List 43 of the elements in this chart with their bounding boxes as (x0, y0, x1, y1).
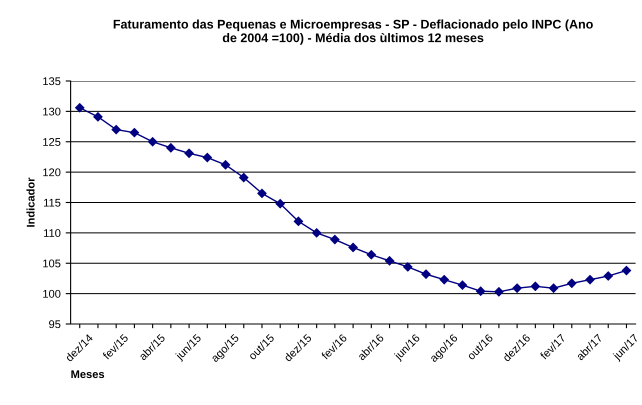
point (112, 124, 121, 134)
point (166, 143, 176, 152)
y-tick-label: 110 (44, 229, 60, 238)
point (220, 160, 230, 170)
point (239, 172, 248, 182)
y-axis-title: Indicador (26, 178, 35, 227)
point (294, 216, 304, 226)
point (512, 284, 522, 293)
point (348, 242, 358, 252)
y-tick-label: 130 (43, 108, 60, 116)
point (276, 199, 285, 208)
point (312, 228, 322, 238)
point (184, 148, 194, 158)
y-tick-label: 125 (43, 138, 60, 146)
point (75, 103, 84, 112)
y-tick-label: 95 (49, 320, 60, 328)
point (494, 287, 504, 296)
x-axis-title: Meses (71, 370, 104, 378)
y-tick-label: 100 (43, 290, 60, 298)
point (366, 250, 376, 260)
point (421, 270, 431, 279)
y-tick-label: 135 (43, 77, 60, 86)
y-tick-label: 120 (43, 168, 60, 176)
point (476, 286, 486, 296)
point (585, 275, 595, 284)
point (440, 275, 449, 284)
point (622, 266, 632, 276)
point (330, 234, 340, 244)
point (567, 278, 576, 288)
point (257, 188, 267, 198)
point (548, 284, 558, 293)
point (604, 271, 613, 281)
point (148, 137, 158, 146)
point (403, 262, 412, 272)
chart-title: Faturamento das Pequenas e Microempresas - SP - Deflacionado pelo INPC (Ano de 2004 =100) - Média dos ùltimos 12 meses (114, 19, 593, 45)
point (530, 282, 540, 291)
point (202, 152, 212, 162)
point (130, 128, 140, 138)
point (458, 280, 468, 290)
y-tick-label: 105 (43, 260, 60, 268)
point (93, 112, 103, 122)
point (384, 256, 394, 266)
y-tick-label: 115 (44, 198, 60, 207)
